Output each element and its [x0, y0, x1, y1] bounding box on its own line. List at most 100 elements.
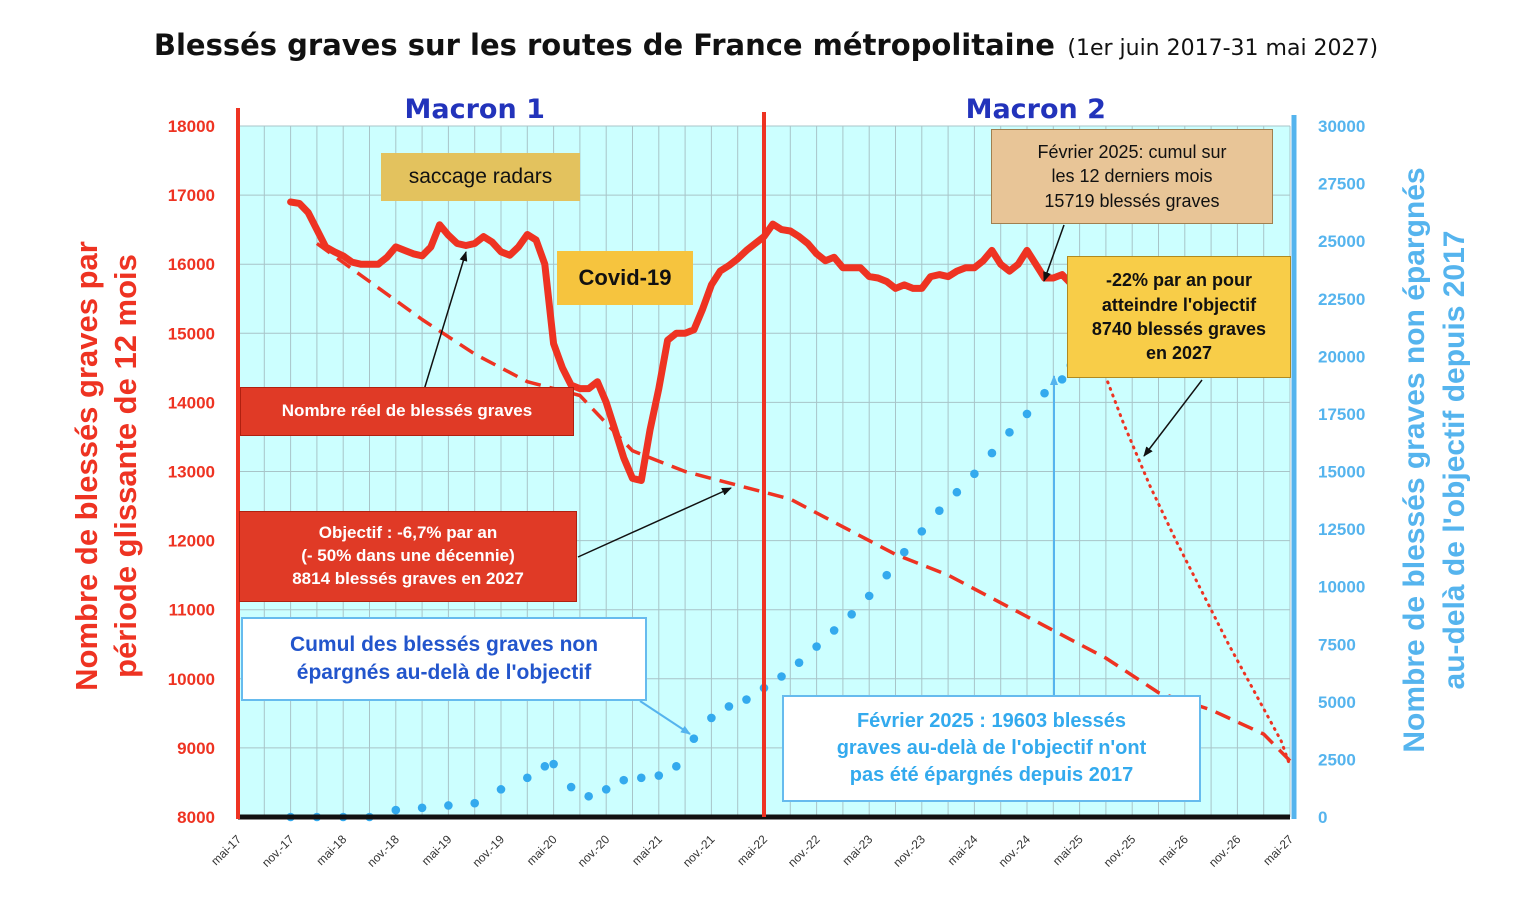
y-left-tick-label: 9000 [177, 739, 215, 758]
cumul-data-point [899, 547, 909, 557]
y-left-tick-label: 8000 [177, 808, 215, 827]
cumul-data-point [689, 734, 699, 743]
y-left-tick-label: 18000 [168, 117, 215, 136]
y-left-tick-label: 13000 [168, 463, 215, 482]
x-tick-label: nov.-19 [470, 832, 508, 870]
annotation-line: pas été épargnés depuis 2017 [849, 764, 1134, 786]
annotation-line: atteindre l'objectif [1101, 294, 1257, 315]
period-label: Macron 1 [405, 94, 545, 125]
x-tick-label: mai-18 [313, 832, 349, 868]
cumul-data-point [952, 487, 962, 497]
cumul-data-point [864, 591, 874, 601]
cumul-data-point [444, 801, 453, 810]
cumul-data-point [794, 658, 804, 667]
annotation-line: en 2027 [1145, 343, 1213, 364]
minus22-series-line [1069, 282, 1292, 768]
cumul-data-point [523, 773, 532, 783]
y-left-tick-label: 11000 [169, 601, 215, 620]
cumul-data-point [601, 785, 611, 794]
cumul-data-point [470, 798, 480, 808]
annotation-reel: Nombre réel de blessés graves [240, 387, 574, 436]
annotation-arrow [1143, 379, 1203, 457]
annotation-objectif: Objectif : -6,7% par an (- 50% dans une d… [239, 511, 577, 602]
y-left-tick-label: 16000 [168, 255, 215, 274]
cumul-data-point [540, 762, 550, 771]
y-left-tick-label: 17000 [168, 186, 215, 205]
y-right-tick-label: 5000 [1318, 693, 1356, 712]
x-tick-label: mai-24 [945, 832, 981, 868]
annotation-line: graves au-delà de l'objectif n'ont [836, 737, 1147, 759]
annotation-line: Cumul des blessés graves non [289, 632, 599, 656]
y-left-axis-title-line: Nombre de blessés graves par [69, 241, 104, 691]
cumul-data-point [391, 805, 401, 815]
cumul-data-point [917, 527, 927, 536]
cumul-data-point [584, 791, 593, 801]
annotation-line: (- 50% dans une décennie) [301, 546, 515, 566]
annotation-minus22: -22% par an pour atteindre l'objectif 8740… [1067, 256, 1291, 378]
cumul-data-point [1005, 428, 1014, 437]
annotation-saccage: saccage radars [381, 153, 580, 201]
title-main: Blessés graves sur les routes de France … [153, 28, 1055, 62]
x-tick-label: nov.-21 [680, 832, 718, 870]
annotation-line: 15719 blessés graves [1044, 190, 1220, 211]
x-tick-label: mai-22 [734, 832, 770, 868]
annotation-line: saccage radars [408, 164, 553, 188]
annotation-line: Février 2025: cumul sur [1037, 142, 1227, 163]
cumul-data-point [566, 782, 576, 792]
x-tick-label: nov.-24 [996, 832, 1034, 870]
cumul-data-point [970, 469, 979, 479]
annotation-arrow [639, 700, 691, 735]
annotation-covid-text: Covid-19 [579, 263, 672, 293]
annotation-line: épargnés au-delà de l'objectif [296, 661, 592, 684]
cumul-data-point [829, 626, 839, 635]
x-tick-label: mai-23 [839, 832, 875, 868]
annotation-line: Nombre réel de blessés graves [281, 401, 533, 421]
y-right-tick-label: 15000 [1318, 463, 1365, 482]
x-tick-label: nov.-22 [785, 832, 823, 870]
y-left-axis-title-line: période glissante de 12 mois [108, 254, 143, 678]
cumul-data-point [1057, 375, 1067, 384]
y-left-axis-title: Nombre de blessés graves par période glis… [69, 241, 143, 691]
annotation-arrow [423, 251, 468, 391]
y-right-tick-label: 22500 [1318, 290, 1365, 309]
y-right-tick-label: 12500 [1318, 520, 1365, 539]
annotation-line: Objectif : -6,7% par an [318, 523, 498, 543]
annotation-arrow [1043, 224, 1065, 282]
cumul-data-point [777, 672, 786, 681]
y-right-tick-label: 20000 [1318, 347, 1365, 366]
annotation-fev2025b-text: Février 2025 : 19603 blessés graves au-de… [837, 708, 1147, 789]
cumul-data-point [882, 570, 892, 580]
y-right-tick-label: 2500 [1318, 750, 1356, 769]
cumul-data-point [654, 771, 664, 780]
x-tick-label: nov.-18 [364, 832, 402, 870]
x-tick-label: mai-20 [524, 832, 560, 868]
annotation-fev2025: Février 2025: cumul sur les 12 derniers m… [991, 129, 1273, 224]
annotation-fev2025-text: Février 2025: cumul sur les 12 derniers m… [1037, 140, 1226, 213]
cumul-data-point [935, 506, 944, 515]
y-right-tick-label: 25000 [1318, 232, 1365, 251]
cumul-data-point [636, 773, 646, 783]
annotation-fev2025b: Février 2025 : 19603 blessés graves au-de… [782, 695, 1201, 802]
annotation-covid: Covid-19 [557, 251, 693, 305]
annotation-reel-text: Nombre réel de blessés graves [282, 400, 532, 423]
annotation-cumul: Cumul des blessés graves non épargnés au-… [241, 617, 647, 701]
cumul-data-point [496, 785, 506, 794]
x-tick-label: nov.-25 [1101, 832, 1139, 870]
cumul-data-point [672, 762, 681, 771]
annotation-arrow [577, 487, 732, 558]
cumul-data-point [417, 803, 427, 813]
annotation-line: Février 2025 : 19603 blessés [856, 710, 1127, 732]
series-layer [286, 198, 1292, 822]
cumul-data-point [1040, 388, 1049, 398]
y-right-axis-title-line: Nombre de blessés graves non épargnés [1398, 167, 1431, 752]
period-label: Macron 2 [966, 94, 1106, 125]
cumul-data-point [987, 448, 997, 458]
real-series-line [287, 198, 1075, 484]
cumul-data-point [707, 713, 716, 723]
objective-series-line [315, 242, 1292, 763]
y-right-tick-label: 30000 [1318, 117, 1365, 136]
annotation-line: 8814 blessés graves en 2027 [292, 568, 524, 588]
x-tick-label: mai-21 [629, 832, 665, 868]
y-right-tick-label: 17500 [1318, 405, 1365, 424]
